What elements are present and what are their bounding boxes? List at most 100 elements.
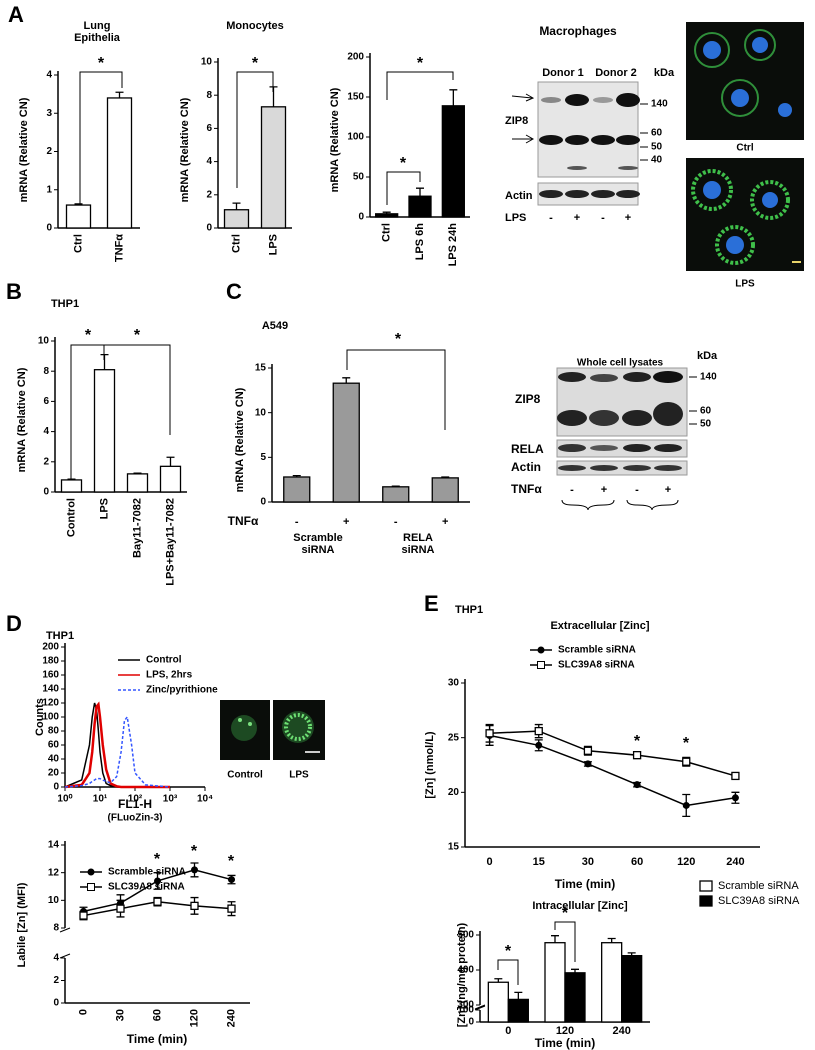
y-tick-label: 8 (53, 923, 59, 934)
x-axis-label: (FLuoZin-3) (108, 813, 163, 824)
x-tick-label: 30 (114, 1009, 126, 1021)
annotation: * (400, 155, 407, 172)
y-axis-label: mRNA (Relative CN) (179, 97, 191, 202)
error-bar (100, 353, 109, 370)
bar (60, 479, 83, 493)
x-tick-label: - (295, 516, 299, 528)
significance-bracket (554, 921, 576, 962)
x-tick-label: 120 (677, 856, 695, 868)
y-tick-label: 20 (48, 768, 60, 779)
image-label: Ctrl (736, 143, 753, 154)
series-line (64, 702, 170, 788)
bar (621, 955, 643, 1023)
error-bar (449, 89, 458, 106)
blot-treatment: TNFα (511, 482, 542, 496)
image-label: Control (227, 770, 263, 781)
y-axis-label: [Zn] (ng/mg protein) (456, 922, 468, 1027)
y-tick-label: 30 (448, 678, 460, 689)
error-bar (551, 935, 559, 943)
x-tick-label: LPS (267, 234, 279, 255)
y-tick-label: 0 (260, 497, 266, 508)
x-tick-label: 10⁰ (57, 794, 72, 805)
chart-title: A549 (261, 320, 289, 332)
bar (382, 486, 410, 503)
y-tick-label: 12 (48, 867, 60, 878)
chart-title: Intracellular [Zinc] (532, 900, 628, 912)
blot-protein: Actin (511, 460, 541, 474)
legend-swatch (699, 895, 713, 907)
y-tick-label: 100 (457, 1005, 474, 1016)
significance-bracket (386, 71, 454, 100)
micrograph (686, 22, 804, 271)
chart-title: Lung Epithelia (74, 20, 120, 44)
x-axis-label: Time (min) (555, 877, 615, 891)
mw-marker: 140 (700, 372, 717, 383)
y-tick-label: 25 (448, 732, 460, 743)
bar (408, 195, 432, 218)
error-bar (416, 187, 424, 197)
x-tick-label: 0 (505, 1025, 511, 1037)
panel-label: B (6, 279, 22, 304)
y-tick-label: 6 (206, 123, 212, 134)
mw-marker: 140 (651, 99, 668, 110)
legend-label: SLC39A8 siRNA (108, 882, 185, 893)
y-tick-label: 15 (448, 842, 460, 853)
legend-label: Control (146, 655, 182, 666)
point (535, 741, 543, 749)
y-tick-label: 100 (42, 712, 59, 723)
error-bar (269, 86, 278, 107)
x-tick-label: 240 (612, 1025, 630, 1037)
y-tick-label: 500 (457, 930, 474, 941)
x-axis-label: Time (min) (127, 1032, 187, 1046)
y-tick-label: 6 (43, 396, 49, 407)
y-axis-label: mRNA (Relative CN) (16, 367, 28, 472)
y-tick-label: 4 (46, 70, 52, 81)
x-tick-label: 15 (533, 856, 545, 868)
y-tick-label: 4 (43, 426, 49, 437)
image-label: LPS (289, 770, 309, 781)
y-tick-label: 200 (347, 52, 364, 63)
series-line (489, 734, 736, 807)
bar (431, 477, 459, 503)
chart-title: THP1 (45, 630, 75, 642)
x-tick-label: Ctrl (72, 234, 84, 253)
point (682, 801, 690, 809)
blot-unit: kDa (654, 67, 675, 79)
y-tick-label: 8 (43, 366, 49, 377)
legend-swatch (87, 883, 95, 891)
y-tick-label: 160 (42, 670, 59, 681)
y-tick-label: 2 (46, 146, 52, 157)
x-tick-label: 60 (631, 856, 643, 868)
lane-sign: + (665, 484, 671, 496)
significance-bracket (346, 349, 446, 430)
y-tick-label: 140 (42, 684, 59, 695)
point (632, 751, 642, 760)
blot-protein: ZIP8 (505, 115, 528, 127)
blot-image (556, 367, 697, 511)
x-tick-label: LPS+Bay11-7082 (164, 498, 176, 586)
bar (159, 465, 182, 493)
y-axis-label: mRNA (Relative CN) (18, 97, 30, 202)
y-tick-label: 0 (358, 212, 364, 223)
x-axis-label: TNFα (228, 514, 259, 528)
legend-label: Zinc/pyrithione (146, 685, 218, 696)
lane-sign: + (625, 212, 631, 224)
bar (93, 369, 116, 493)
bar (260, 106, 287, 229)
point (79, 911, 88, 920)
y-tick-label: 0 (43, 487, 49, 498)
mw-marker: 60 (651, 128, 663, 139)
lane-sign: - (549, 212, 553, 224)
x-tick-label: 240 (225, 1009, 237, 1027)
y-tick-label: 10 (255, 407, 267, 418)
blot-image (511, 81, 648, 206)
y-tick-label: 0 (468, 1017, 474, 1028)
y-tick-label: 2 (206, 189, 212, 200)
image-label: LPS (735, 279, 755, 290)
x-tick-label: 240 (726, 856, 744, 868)
point (190, 901, 199, 911)
x-tick-label: 10² (128, 794, 143, 805)
blot-unit: kDa (697, 350, 718, 362)
y-tick-label: 400 (457, 965, 474, 976)
lane-sign: - (635, 484, 639, 496)
